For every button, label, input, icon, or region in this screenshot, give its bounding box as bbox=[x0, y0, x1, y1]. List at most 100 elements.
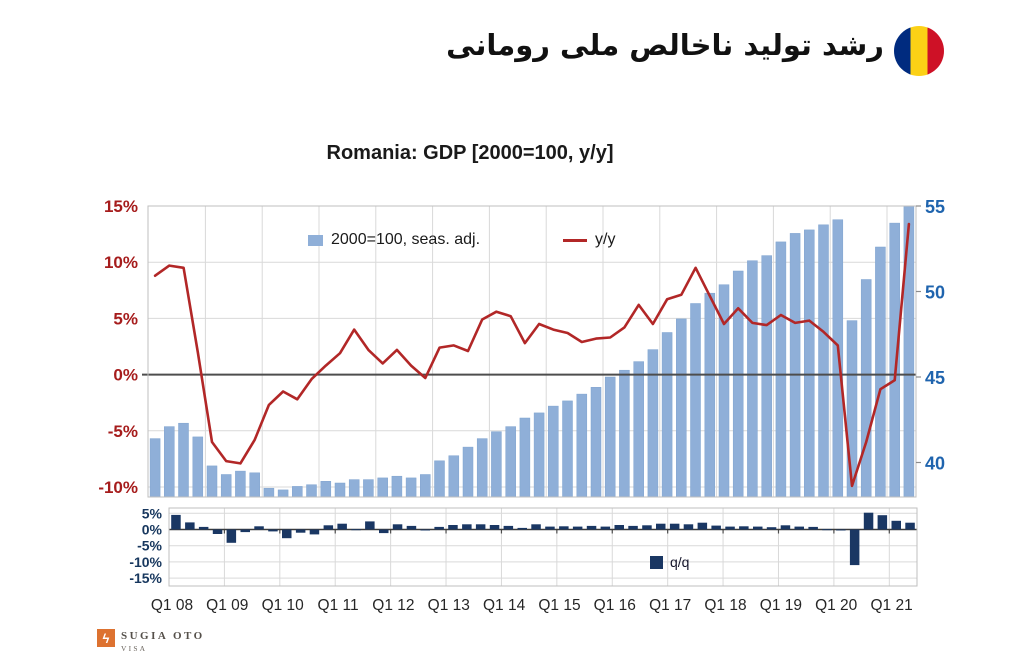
bar-2013Q3 bbox=[462, 446, 474, 498]
qoq-bar-2011Q2 bbox=[351, 529, 361, 531]
bar-2011Q1 bbox=[320, 481, 332, 498]
logo-text-line2: VISA bbox=[121, 644, 148, 653]
x-axis-label: Q1 14 bbox=[483, 597, 526, 614]
qoq-bar-2016Q2 bbox=[628, 525, 638, 530]
qoq-bar-2020Q2 bbox=[849, 529, 860, 566]
bar-2010Q3 bbox=[292, 486, 303, 498]
logo-text-line1: SUGIA OTO bbox=[121, 630, 205, 642]
bar-2013Q4 bbox=[476, 438, 488, 498]
x-axis-label: Q1 11 bbox=[318, 597, 359, 614]
romania-flag-icon bbox=[894, 26, 944, 76]
bar-2012Q2 bbox=[391, 475, 403, 498]
bar-2012Q4 bbox=[420, 474, 431, 498]
qoq-bar-2009Q4 bbox=[268, 529, 278, 532]
bar-2008Q2 bbox=[164, 426, 175, 498]
bar-2020Q4 bbox=[875, 246, 886, 498]
qoq-bar-2018Q1 bbox=[725, 526, 735, 530]
qoq-bars bbox=[171, 512, 915, 566]
index-series-swatch-icon bbox=[308, 234, 323, 246]
bar-2013Q1 bbox=[434, 460, 445, 498]
qoq-bar-2011Q1 bbox=[337, 523, 347, 530]
x-axis-label: Q1 15 bbox=[538, 597, 580, 614]
lower-tick-label: 0% bbox=[142, 522, 163, 538]
qoq-bar-2009Q3 bbox=[254, 526, 264, 530]
qoq-bar-2011Q4 bbox=[379, 529, 389, 534]
bar-2012Q1 bbox=[377, 477, 388, 498]
bar-2008Q3 bbox=[178, 422, 189, 498]
bar-2016Q4 bbox=[647, 349, 659, 498]
right-tick-label: 50 bbox=[925, 283, 945, 303]
bar-2014Q4 bbox=[533, 412, 545, 498]
x-axis-label: Q1 12 bbox=[372, 597, 414, 614]
bar-2015Q4 bbox=[590, 387, 602, 498]
bar-2009Q3 bbox=[235, 470, 246, 498]
bar-2016Q3 bbox=[633, 361, 644, 498]
qoq-bar-2017Q2 bbox=[683, 524, 694, 530]
qoq-bar-2015Q4 bbox=[600, 526, 611, 530]
bar-2018Q2 bbox=[732, 270, 744, 498]
lower-panel: 5%0%-5%-10%-15% bbox=[129, 505, 918, 587]
page-title-persian: رشد تولید ناخالص ملی رومانی bbox=[446, 28, 884, 62]
bar-2018Q3 bbox=[747, 260, 758, 498]
qoq-bar-2017Q1 bbox=[669, 523, 680, 530]
bar-2020Q1 bbox=[832, 219, 844, 498]
qoq-bar-2010Q4 bbox=[323, 525, 334, 530]
qoq-bar-2020Q4 bbox=[877, 515, 888, 530]
qoq-bar-2015Q2 bbox=[572, 526, 583, 530]
qoq-bar-2014Q1 bbox=[503, 525, 514, 530]
bar-2017Q3 bbox=[690, 303, 701, 498]
bar-2016Q1 bbox=[604, 376, 616, 498]
bar-2020Q2 bbox=[846, 320, 858, 498]
qoq-bar-2009Q1 bbox=[226, 529, 237, 543]
qoq-bar-2011Q3 bbox=[365, 521, 375, 530]
qoq-bar-2008Q2 bbox=[185, 522, 195, 530]
legend-index: 2000=100, seas. adj. bbox=[308, 231, 480, 249]
legend-yoy: y/y bbox=[563, 231, 615, 249]
bar-2017Q1 bbox=[661, 332, 673, 498]
qoq-bar-2021Q1 bbox=[891, 520, 901, 530]
qoq-bar-2012Q4 bbox=[434, 526, 444, 530]
qoq-bar-2019Q3 bbox=[808, 526, 818, 530]
qoq-bar-2013Q3 bbox=[475, 524, 486, 530]
lower-tick-label: 5% bbox=[142, 505, 163, 521]
x-axis-label: Q1 08 bbox=[151, 597, 193, 614]
qoq-bar-2016Q4 bbox=[656, 523, 666, 530]
footer-logo: ϟ SUGIA OTO VISA bbox=[97, 629, 205, 653]
upper-panel: 15% 10% 5% 0% -5% -10% 55 50 45 40 bbox=[98, 197, 945, 498]
bar-2021Q1 bbox=[889, 222, 900, 498]
bar-2015Q3 bbox=[576, 393, 588, 498]
qoq-bar-2008Q1 bbox=[171, 514, 181, 530]
left-tick-label: 5% bbox=[113, 309, 138, 328]
yoy-line bbox=[153, 222, 911, 488]
qoq-bar-2010Q2 bbox=[295, 529, 306, 533]
qoq-bar-2015Q3 bbox=[586, 525, 597, 530]
qoq-bar-2019Q1 bbox=[780, 525, 791, 530]
left-tick-label: 0% bbox=[113, 366, 138, 385]
bar-2008Q4 bbox=[192, 436, 204, 498]
legend-index-label: 2000=100, seas. adj. bbox=[331, 231, 481, 248]
x-axis-label: Q1 18 bbox=[704, 597, 746, 614]
qoq-bar-2020Q3 bbox=[863, 512, 874, 530]
qoq-bar-2018Q3 bbox=[753, 526, 763, 530]
x-axis-label: Q1 13 bbox=[428, 597, 470, 614]
qoq-bar-2014Q3 bbox=[531, 524, 541, 530]
bar-2020Q3 bbox=[860, 279, 872, 498]
qoq-bar-2009Q2 bbox=[240, 529, 250, 533]
lower-axis-labels: 5%0%-5%-10%-15% bbox=[129, 505, 162, 586]
bar-2010Q2 bbox=[277, 489, 289, 498]
qoq-bar-2016Q3 bbox=[642, 525, 652, 530]
qoq-bar-2017Q4 bbox=[711, 525, 721, 530]
bar-2010Q4 bbox=[306, 484, 317, 498]
lower-tick-label: -15% bbox=[129, 570, 162, 586]
qoq-bar-2015Q1 bbox=[559, 526, 569, 530]
left-tick-label: 10% bbox=[104, 253, 138, 272]
x-axis-label: Q1 21 bbox=[870, 597, 912, 614]
x-axis-label: Q1 09 bbox=[206, 597, 248, 614]
bar-2008Q1 bbox=[149, 438, 161, 498]
qoq-series-swatch-icon bbox=[650, 555, 663, 569]
bar-2011Q4 bbox=[363, 479, 374, 498]
bar-2014Q2 bbox=[505, 426, 516, 498]
qoq-bar-2016Q1 bbox=[614, 525, 624, 530]
x-axis-label: Q1 17 bbox=[649, 597, 691, 614]
